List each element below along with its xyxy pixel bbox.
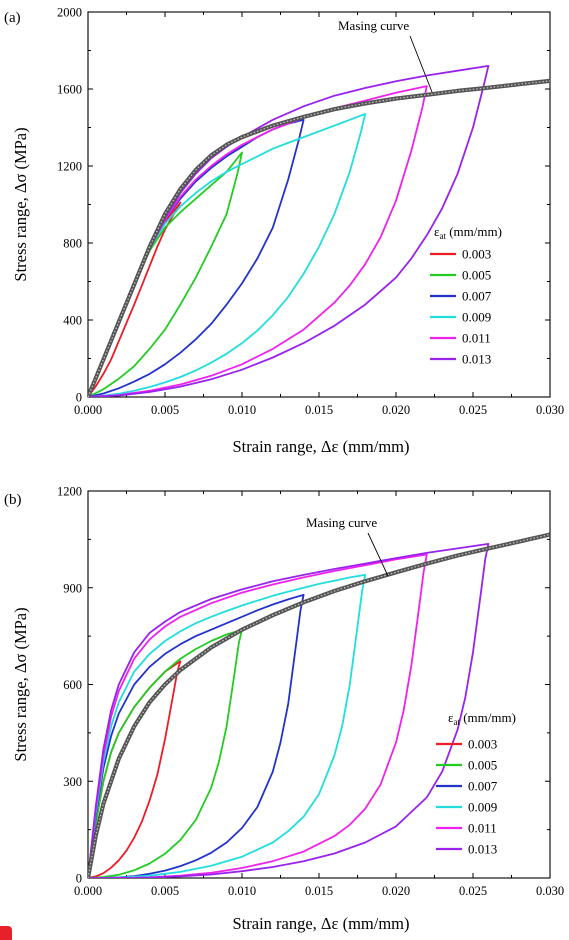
legend-label-0.009: 0.009: [462, 310, 491, 325]
y-axis-label: Stress range, Δσ (MPa): [11, 607, 30, 761]
annotation-arrow: [409, 35, 433, 93]
series-line-0.007: [88, 118, 305, 397]
y-tick-label: 0: [76, 872, 82, 886]
series-line-0.013: [88, 65, 490, 397]
y-tick-label: 300: [63, 775, 82, 789]
annotation-arrow: [367, 532, 389, 577]
x-tick-label: 0.015: [305, 884, 333, 898]
y-tick-label: 900: [63, 581, 82, 595]
legend-title: εat (mm/mm): [434, 224, 502, 241]
legend-label-0.005: 0.005: [468, 758, 497, 773]
chart-panel-a: 0.000 0.005 0.010 0.015 0.020 0.025 0.030 0 400 8…: [4, 6, 564, 457]
y-tick-label: 800: [63, 237, 82, 251]
y-tick-label: 1200: [57, 160, 82, 174]
legend-label-0.011: 0.011: [468, 821, 497, 836]
y-tick-label: 1200: [57, 485, 82, 499]
x-axis-label: Strain range, Δε (mm/mm): [232, 914, 409, 933]
panel-label: (a): [4, 10, 21, 26]
x-tick-label: 0.015: [305, 403, 333, 417]
legend-label-0.003: 0.003: [468, 737, 497, 752]
y-tick-label: 600: [63, 678, 82, 692]
y-tick-label: 1600: [57, 83, 82, 97]
x-tick-label: 0.020: [382, 403, 410, 417]
legend-label-0.007: 0.007: [462, 289, 492, 304]
x-tick-label: 0.020: [382, 884, 410, 898]
series-line-0.009: [88, 574, 367, 878]
legend-label-0.005: 0.005: [462, 268, 491, 283]
legend-label-0.009: 0.009: [468, 800, 497, 815]
series-line-0.011: [88, 85, 428, 397]
corner-marker: [0, 926, 12, 940]
legend-label-0.011: 0.011: [462, 331, 491, 346]
masing-curve-annotation: Masing curve: [306, 515, 377, 530]
x-tick-label: 0.005: [151, 403, 179, 417]
x-tick-label: 0.010: [228, 884, 256, 898]
x-tick-label: 0.030: [536, 403, 564, 417]
masing-curve-annotation: Masing curve: [338, 18, 409, 33]
series-line-0.013: [88, 543, 490, 878]
legend-label-0.003: 0.003: [462, 247, 491, 262]
chart-panel-b: 0.000 0.005 0.010 0.015 0.020 0.025 0.030 0 300 6…: [4, 485, 564, 934]
series-line-0.005: [88, 628, 243, 878]
masing-curve: [88, 78, 550, 397]
x-tick-label: 0.025: [459, 403, 487, 417]
legend-title: εat (mm/mm): [448, 710, 516, 727]
x-axis-label: Strain range, Δε (mm/mm): [232, 437, 409, 456]
x-tick-label: 0.000: [74, 403, 102, 417]
x-tick-label: 0.030: [536, 884, 564, 898]
y-tick-label: 0: [76, 391, 82, 405]
series-line-0.007: [88, 593, 305, 878]
legend-label-0.013: 0.013: [462, 352, 491, 367]
y-tick-label: 2000: [57, 6, 82, 20]
x-tick-label: 0.010: [228, 403, 256, 417]
panel-label: (b): [4, 492, 22, 508]
x-tick-label: 0.025: [459, 884, 487, 898]
y-axis-label: Stress range, Δσ (MPa): [11, 127, 30, 281]
masing-curve-texture: [88, 533, 550, 878]
plot-area: [88, 532, 550, 878]
series-line-0.009: [88, 113, 367, 397]
y-tick-label: 400: [63, 314, 82, 328]
legend-label-0.013: 0.013: [468, 842, 497, 857]
legend-label-0.007: 0.007: [468, 779, 498, 794]
x-tick-label: 0.000: [74, 884, 102, 898]
plot-area: [88, 65, 550, 397]
x-tick-label: 0.005: [151, 884, 179, 898]
